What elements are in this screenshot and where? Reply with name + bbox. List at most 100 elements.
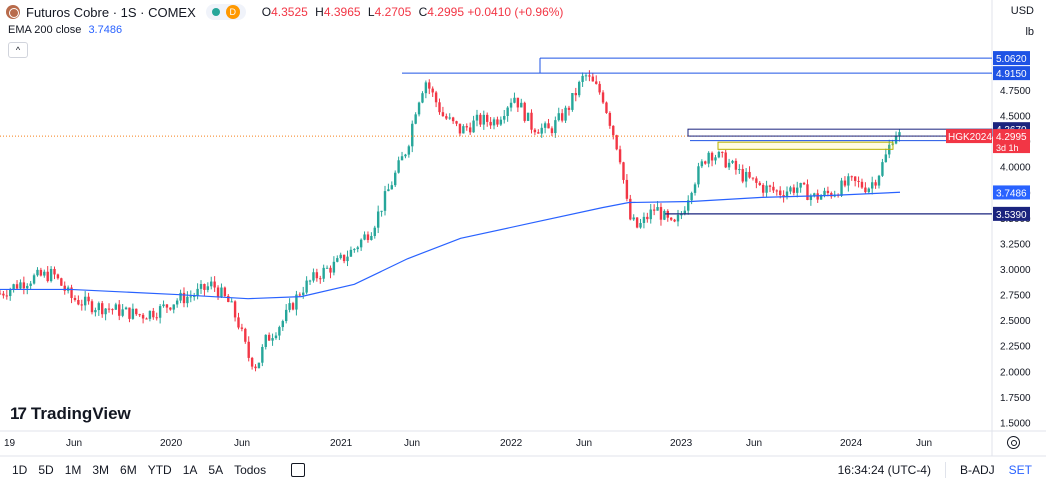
market-status-pill[interactable]: D [205, 4, 246, 20]
candle-body [704, 161, 707, 164]
candle-body [635, 217, 639, 228]
level-tag-bg [993, 51, 1030, 66]
timeframe-button[interactable]: 1A [182, 463, 198, 477]
date-range-calendar-icon[interactable] [291, 463, 306, 477]
level-tag: 4.9150 [996, 69, 1027, 80]
candle-body [114, 304, 118, 310]
clock-timezone[interactable]: 16:34:24 (UTC-4) [837, 463, 931, 477]
timeframe-button[interactable]: 5A [208, 463, 224, 477]
session-toggle[interactable]: SET [1008, 463, 1032, 477]
candle-body [261, 346, 264, 363]
candle-body [516, 97, 520, 108]
candle-body [254, 366, 257, 369]
candle-body [632, 217, 635, 220]
candle-body [881, 162, 884, 176]
candle-body [101, 303, 104, 315]
candle-body [673, 219, 676, 222]
ohlc-open-value: 4.3525 [271, 5, 308, 19]
timeframe-button[interactable]: YTD [147, 463, 172, 477]
collapse-legend-button[interactable]: ^ [8, 42, 28, 58]
candle-body [240, 327, 244, 329]
candle-body [724, 152, 727, 168]
candle-body [608, 112, 612, 126]
candle-body [506, 107, 509, 116]
timeframe-button[interactable]: 6M [120, 463, 137, 477]
candle-body [77, 299, 80, 305]
symbol-tag: HGK2024 [948, 132, 992, 143]
candle-body [595, 81, 598, 84]
x-tick-label: 2021 [330, 438, 353, 449]
candle-body [455, 121, 458, 124]
candle-body [124, 307, 128, 310]
market-open-dot-icon [211, 8, 220, 16]
candle-body [284, 309, 288, 322]
candle-body [179, 292, 182, 301]
candle-body [843, 180, 847, 186]
timeframe-button[interactable]: 1D [12, 463, 28, 477]
candle-body [700, 161, 704, 167]
candle-body [80, 304, 83, 306]
candle-body [141, 314, 145, 319]
tradingview-logo[interactable]: 17 TradingView [10, 404, 131, 424]
timeframe-button[interactable]: Todos [234, 463, 267, 477]
candle-body [257, 362, 261, 369]
candle-body [789, 187, 792, 192]
timeframe-button[interactable]: 3M [92, 463, 110, 477]
candle-body [104, 308, 107, 315]
level-tag: 3.7486 [996, 188, 1027, 199]
candle-body [131, 308, 135, 319]
candle-body [332, 261, 336, 273]
symbol-title[interactable]: Futuros Cobre · 1S · COMEX [26, 4, 196, 20]
candle-body [785, 191, 789, 197]
candle-body [227, 295, 230, 303]
candle-body [60, 278, 63, 286]
bottom-right-controls: 16:34:24 (UTC-4) B-ADJ SET [838, 458, 1046, 482]
candle-body [0, 293, 2, 295]
candle-body [49, 268, 53, 282]
candle-body [237, 317, 240, 328]
candle-body [710, 152, 714, 161]
x-tick-label: Jun [576, 438, 592, 449]
candle-body [676, 214, 680, 222]
candle-body [605, 102, 608, 113]
timeframe-button[interactable]: 1M [64, 463, 82, 477]
candle-body [567, 107, 571, 110]
candle-body [588, 75, 591, 77]
candle-body [813, 193, 816, 196]
chart-settings-gear-icon[interactable] [1007, 436, 1020, 449]
candle-body [496, 119, 499, 125]
timeframe-button[interactable]: 5D [38, 463, 54, 477]
candle-body [577, 81, 581, 96]
candle-body [135, 308, 138, 315]
candle-body [533, 129, 537, 133]
candle-body [97, 303, 101, 311]
currency-selector[interactable]: USD [1010, 5, 1034, 17]
candle-body [46, 271, 49, 282]
candle-body [782, 195, 785, 197]
candle-body [819, 195, 823, 200]
candle-body [138, 314, 141, 316]
x-tick-label: Jun [916, 438, 932, 449]
candle-body [39, 269, 43, 276]
candle-body [417, 102, 421, 115]
timeframe-list: 1D 5D 1M 3M 6M YTD 1A 5A Todos [12, 463, 277, 477]
candle-body [111, 309, 114, 311]
ema-legend[interactable]: EMA 200 close 3.7486 [8, 24, 122, 36]
candle-body [291, 303, 295, 310]
unit-selector[interactable]: lb [1025, 26, 1034, 38]
candle-body [581, 75, 584, 82]
adjustment-toggle[interactable]: B-ADJ [959, 463, 995, 477]
candle-body [768, 185, 772, 187]
candle-body [874, 182, 877, 186]
candle-body [312, 272, 315, 281]
copper-symbol-icon[interactable] [6, 5, 20, 19]
candle-body [5, 295, 9, 297]
candle-body [574, 92, 577, 96]
level-tag-bg [993, 206, 1030, 221]
candle-body [302, 292, 305, 296]
candle-body [325, 267, 329, 269]
candle-body [315, 272, 319, 279]
candle-body [9, 289, 12, 297]
candle-body [288, 303, 291, 310]
